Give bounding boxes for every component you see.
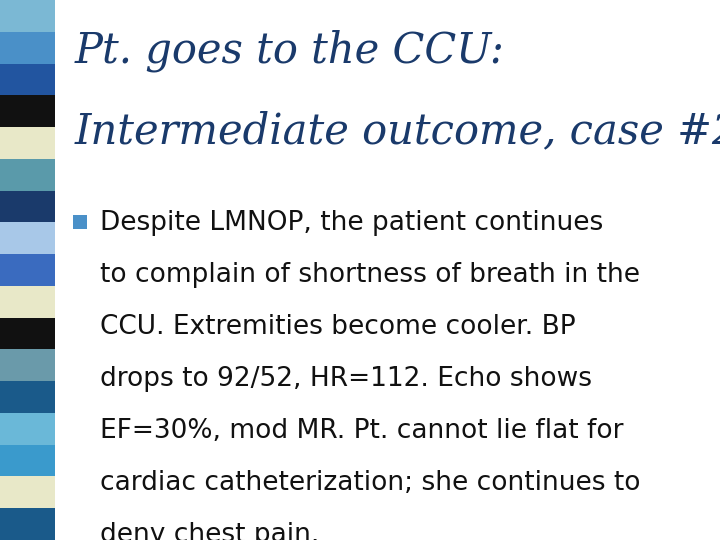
Text: drops to 92/52, HR=112. Echo shows: drops to 92/52, HR=112. Echo shows xyxy=(100,366,592,392)
Bar xyxy=(0,191,55,222)
Bar xyxy=(0,508,55,540)
Bar xyxy=(0,445,55,476)
Bar xyxy=(0,349,55,381)
Text: to complain of shortness of breath in the: to complain of shortness of breath in th… xyxy=(100,262,640,288)
Bar xyxy=(0,381,55,413)
Text: EF=30%, mod MR. Pt. cannot lie flat for: EF=30%, mod MR. Pt. cannot lie flat for xyxy=(100,418,624,444)
Bar xyxy=(0,286,55,318)
Text: Despite LMNOP, the patient continues: Despite LMNOP, the patient continues xyxy=(100,210,603,236)
Text: Intermediate outcome, case #2: Intermediate outcome, case #2 xyxy=(75,110,720,152)
Bar xyxy=(0,127,55,159)
Bar xyxy=(0,0,55,32)
Text: cardiac catheterization; she continues to: cardiac catheterization; she continues t… xyxy=(100,470,641,496)
Bar xyxy=(0,64,55,95)
Bar xyxy=(0,254,55,286)
Text: Pt. goes to the CCU:: Pt. goes to the CCU: xyxy=(75,30,505,72)
Text: deny chest pain.: deny chest pain. xyxy=(100,522,320,540)
Bar xyxy=(0,159,55,191)
Bar xyxy=(0,476,55,508)
Bar xyxy=(73,215,87,229)
Bar xyxy=(0,222,55,254)
Bar xyxy=(0,318,55,349)
Bar xyxy=(0,95,55,127)
Text: CCU. Extremities become cooler. BP: CCU. Extremities become cooler. BP xyxy=(100,314,575,340)
Bar xyxy=(0,32,55,64)
Bar xyxy=(0,413,55,445)
